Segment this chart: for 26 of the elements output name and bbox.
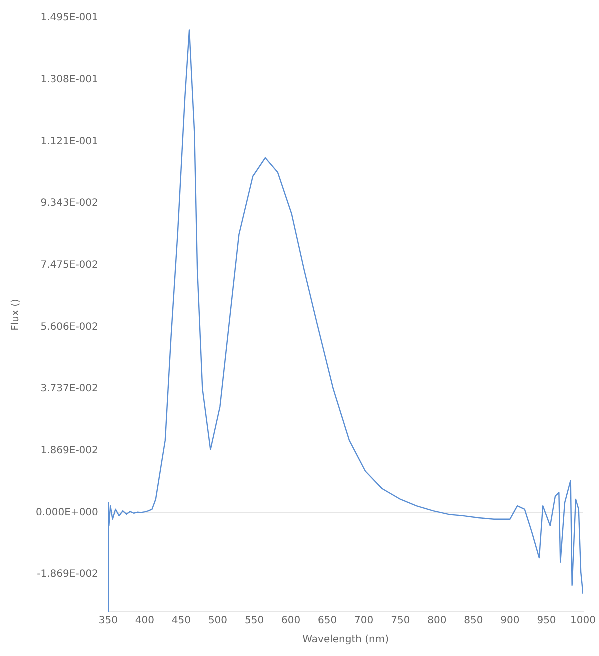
x-tick-label: 650 bbox=[318, 616, 338, 627]
x-tick-label: 400 bbox=[135, 616, 154, 627]
y-tick-label: -1.869E-002 bbox=[37, 569, 98, 580]
x-tick-label: 500 bbox=[208, 616, 228, 627]
y-tick-label: 0.000E+000 bbox=[36, 507, 98, 518]
x-tick-label: 750 bbox=[391, 616, 410, 627]
x-tick-label: 600 bbox=[282, 616, 301, 627]
y-tick-label: 9.343E-002 bbox=[40, 198, 98, 210]
x-tick-label: 850 bbox=[464, 616, 484, 627]
x-tick-label: 700 bbox=[354, 616, 374, 627]
x-tick-label: 350 bbox=[98, 616, 118, 627]
y-axis-title: Flux () bbox=[10, 299, 22, 331]
x-tick-label: 900 bbox=[500, 616, 520, 627]
y-tick-label: 5.606E-002 bbox=[40, 322, 98, 333]
y-tick-label: 3.737E-002 bbox=[40, 384, 98, 395]
y-tick-label: 1.121E-001 bbox=[40, 136, 98, 148]
x-axis-title: Wavelength (nm) bbox=[302, 634, 390, 646]
x-tick-label: 1000 bbox=[570, 616, 596, 627]
x-tick-label: 450 bbox=[172, 616, 192, 627]
y-tick-label: 1.495E-001 bbox=[40, 12, 98, 24]
y-tick-label: 1.869E-002 bbox=[40, 445, 98, 456]
x-tick-label: 950 bbox=[537, 616, 556, 627]
y-tick-label: 1.308E-001 bbox=[40, 74, 98, 86]
y-tick-label: 7.475E-002 bbox=[40, 260, 98, 271]
x-tick-label: 550 bbox=[244, 616, 264, 627]
x-tick-label: 800 bbox=[428, 616, 447, 627]
